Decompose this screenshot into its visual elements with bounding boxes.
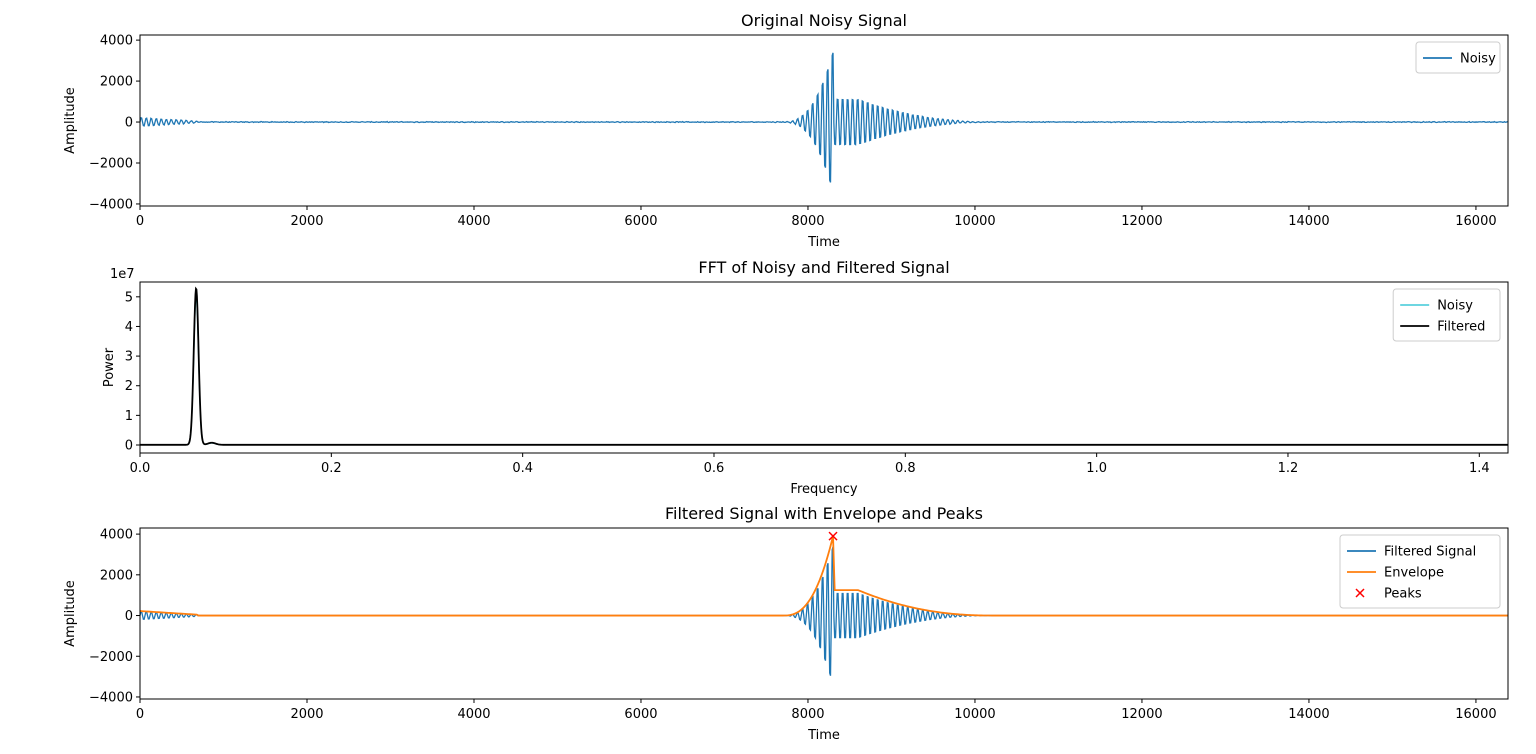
x-tick-label: 12000 [1121,214,1162,229]
legend-label: Noisy [1460,52,1496,67]
x-tick-label: 4000 [457,214,490,229]
x-axis-label: Frequency [790,482,857,497]
legend-label: Filtered Signal [1384,545,1476,560]
y-axis-label: Amplitude [63,87,78,154]
x-tick-label: 0.4 [512,461,533,476]
legend-frame [1339,534,1501,609]
y-tick-label: 4000 [100,34,133,49]
y-tick-label: 2000 [100,568,133,583]
x-tick-label: 0 [136,214,144,229]
y-tick-label: −4000 [89,690,133,705]
series-line-envelope [140,535,1508,617]
x-tick-label: 0.6 [704,461,725,476]
legend-label: Peaks [1384,587,1422,602]
axes-frame [139,34,1509,207]
x-tick-label: 14000 [1288,707,1329,722]
x-axis-label: Time [807,728,840,743]
x-tick-label: 0.8 [895,461,916,476]
legend: Noisy [1415,41,1501,74]
x-tick-label: 10000 [954,707,995,722]
series-line-filtered [140,286,1508,446]
x-axis-label: Time [807,235,840,250]
x-tick-label: 12000 [1121,707,1162,722]
x-tick-label: 4000 [457,707,490,722]
y-scale-label: 1e7 [110,267,135,282]
chart-2: FFT of Noisy and Filtered Signal 0.0 0.2 0.… [102,258,1509,497]
legend-item: Peaks [1355,587,1422,602]
legend: Filtered Signal Envelope Peaks [1339,534,1501,609]
chart-1: Original Noisy Signal 0 2000 4000 6000 8000 10… [63,11,1509,250]
series-line-noisy [140,52,1508,183]
y-tick-label: 0 [125,116,133,131]
legend-label: Filtered [1437,320,1485,335]
y-tick-label: 2000 [100,75,133,90]
x-tick-label: 1.2 [1278,461,1299,476]
legend: Noisy Filtered [1392,288,1501,342]
x-tick-label: 1.4 [1469,461,1490,476]
x-tick-label: 2000 [290,214,323,229]
y-tick-label: 1 [125,409,133,424]
plot-area [140,286,1508,446]
legend-item: Noisy [1423,52,1496,67]
legend-label: Envelope [1384,566,1444,581]
series-line-noisy [140,295,1508,446]
plot-area [140,52,1508,183]
y-tick-label: 0 [125,609,133,624]
x-tick-label: 2000 [290,707,323,722]
chart-title: Filtered Signal with Envelope and Peaks [665,504,983,523]
x-tick-label: 0 [136,707,144,722]
x-tick-label: 0.2 [321,461,342,476]
peak-marker [828,531,838,541]
axes-frame [139,281,1509,454]
legend-label: Noisy [1437,299,1473,314]
legend-item: Filtered Signal [1347,545,1476,560]
legend-frame [1415,41,1501,74]
x-tick-label: 16000 [1455,214,1496,229]
legend-item: Filtered [1400,320,1485,335]
y-tick-label: 3 [125,350,133,365]
axes-frame [139,527,1509,700]
y-axis-label: Power [102,347,117,387]
legend-item: Noisy [1400,299,1473,314]
y-tick-label: 0 [125,438,133,453]
chart-title: Original Noisy Signal [741,11,907,30]
x-tick-label: 1.0 [1086,461,1107,476]
y-tick-label: −2000 [89,156,133,171]
x-tick-label: 16000 [1455,707,1496,722]
x-tick-label: 6000 [624,214,657,229]
y-tick-label: −4000 [89,197,133,212]
y-axis-label: Amplitude [63,580,78,647]
x-tick-label: 8000 [791,214,824,229]
x-tick-label: 6000 [624,707,657,722]
legend-frame [1392,288,1501,342]
chart-title: FFT of Noisy and Filtered Signal [698,258,949,277]
y-tick-label: 4 [125,320,133,335]
y-tick-label: 5 [125,290,133,305]
x-tick-label: 0.0 [130,461,151,476]
x-tick-label: 8000 [791,707,824,722]
chart-3: Filtered Signal with Envelope and Peaks 0… [63,504,1509,743]
x-tick-label: 10000 [954,214,995,229]
x-tick-label: 14000 [1288,214,1329,229]
y-tick-label: 2 [125,379,133,394]
legend-item: Envelope [1347,566,1444,581]
plot-area [140,535,1508,676]
y-tick-label: −2000 [89,650,133,665]
y-tick-label: 4000 [100,528,133,543]
